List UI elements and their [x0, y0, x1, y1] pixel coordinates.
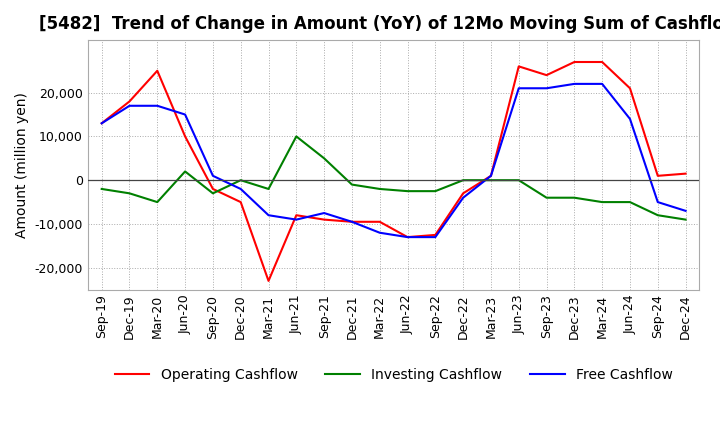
Investing Cashflow [598, 199, 606, 205]
Operating Cashflow [431, 232, 440, 238]
Free Cashflow [487, 173, 495, 179]
Free Cashflow [153, 103, 161, 108]
Free Cashflow [320, 210, 328, 216]
Operating Cashflow [681, 171, 690, 176]
Free Cashflow [459, 195, 467, 200]
Investing Cashflow [542, 195, 551, 200]
Investing Cashflow [348, 182, 356, 187]
Operating Cashflow [292, 213, 301, 218]
Free Cashflow [403, 235, 412, 240]
Free Cashflow [125, 103, 134, 108]
Operating Cashflow [125, 99, 134, 104]
Line: Investing Cashflow: Investing Cashflow [102, 136, 685, 220]
Operating Cashflow [654, 173, 662, 179]
Free Cashflow [598, 81, 606, 87]
Operating Cashflow [542, 73, 551, 78]
Investing Cashflow [236, 178, 245, 183]
Investing Cashflow [403, 188, 412, 194]
Operating Cashflow [375, 219, 384, 224]
Operating Cashflow [320, 217, 328, 222]
Free Cashflow [181, 112, 189, 117]
Investing Cashflow [153, 199, 161, 205]
Investing Cashflow [125, 191, 134, 196]
Operating Cashflow [459, 191, 467, 196]
Investing Cashflow [681, 217, 690, 222]
Investing Cashflow [264, 186, 273, 191]
Free Cashflow [542, 86, 551, 91]
Free Cashflow [514, 86, 523, 91]
Investing Cashflow [514, 178, 523, 183]
Operating Cashflow [97, 121, 106, 126]
Line: Free Cashflow: Free Cashflow [102, 84, 685, 237]
Legend: Operating Cashflow, Investing Cashflow, Free Cashflow: Operating Cashflow, Investing Cashflow, … [109, 363, 678, 388]
Investing Cashflow [209, 191, 217, 196]
Free Cashflow [570, 81, 579, 87]
Operating Cashflow [181, 134, 189, 139]
Operating Cashflow [403, 235, 412, 240]
Operating Cashflow [570, 59, 579, 65]
Operating Cashflow [626, 86, 634, 91]
Free Cashflow [209, 173, 217, 179]
Investing Cashflow [375, 186, 384, 191]
Free Cashflow [292, 217, 301, 222]
Investing Cashflow [97, 186, 106, 191]
Free Cashflow [375, 230, 384, 235]
Free Cashflow [97, 121, 106, 126]
Y-axis label: Amount (million yen): Amount (million yen) [15, 92, 29, 238]
Investing Cashflow [459, 178, 467, 183]
Investing Cashflow [570, 195, 579, 200]
Investing Cashflow [431, 188, 440, 194]
Free Cashflow [654, 199, 662, 205]
Line: Operating Cashflow: Operating Cashflow [102, 62, 685, 281]
Free Cashflow [681, 208, 690, 213]
Investing Cashflow [320, 156, 328, 161]
Operating Cashflow [236, 199, 245, 205]
Investing Cashflow [487, 178, 495, 183]
Free Cashflow [626, 116, 634, 121]
Title: [5482]  Trend of Change in Amount (YoY) of 12Mo Moving Sum of Cashflows: [5482] Trend of Change in Amount (YoY) o… [39, 15, 720, 33]
Operating Cashflow [598, 59, 606, 65]
Investing Cashflow [654, 213, 662, 218]
Investing Cashflow [292, 134, 301, 139]
Operating Cashflow [487, 173, 495, 179]
Free Cashflow [236, 186, 245, 191]
Operating Cashflow [514, 64, 523, 69]
Free Cashflow [264, 213, 273, 218]
Free Cashflow [431, 235, 440, 240]
Operating Cashflow [153, 68, 161, 73]
Operating Cashflow [348, 219, 356, 224]
Free Cashflow [348, 219, 356, 224]
Operating Cashflow [264, 278, 273, 283]
Operating Cashflow [209, 186, 217, 191]
Investing Cashflow [626, 199, 634, 205]
Investing Cashflow [181, 169, 189, 174]
